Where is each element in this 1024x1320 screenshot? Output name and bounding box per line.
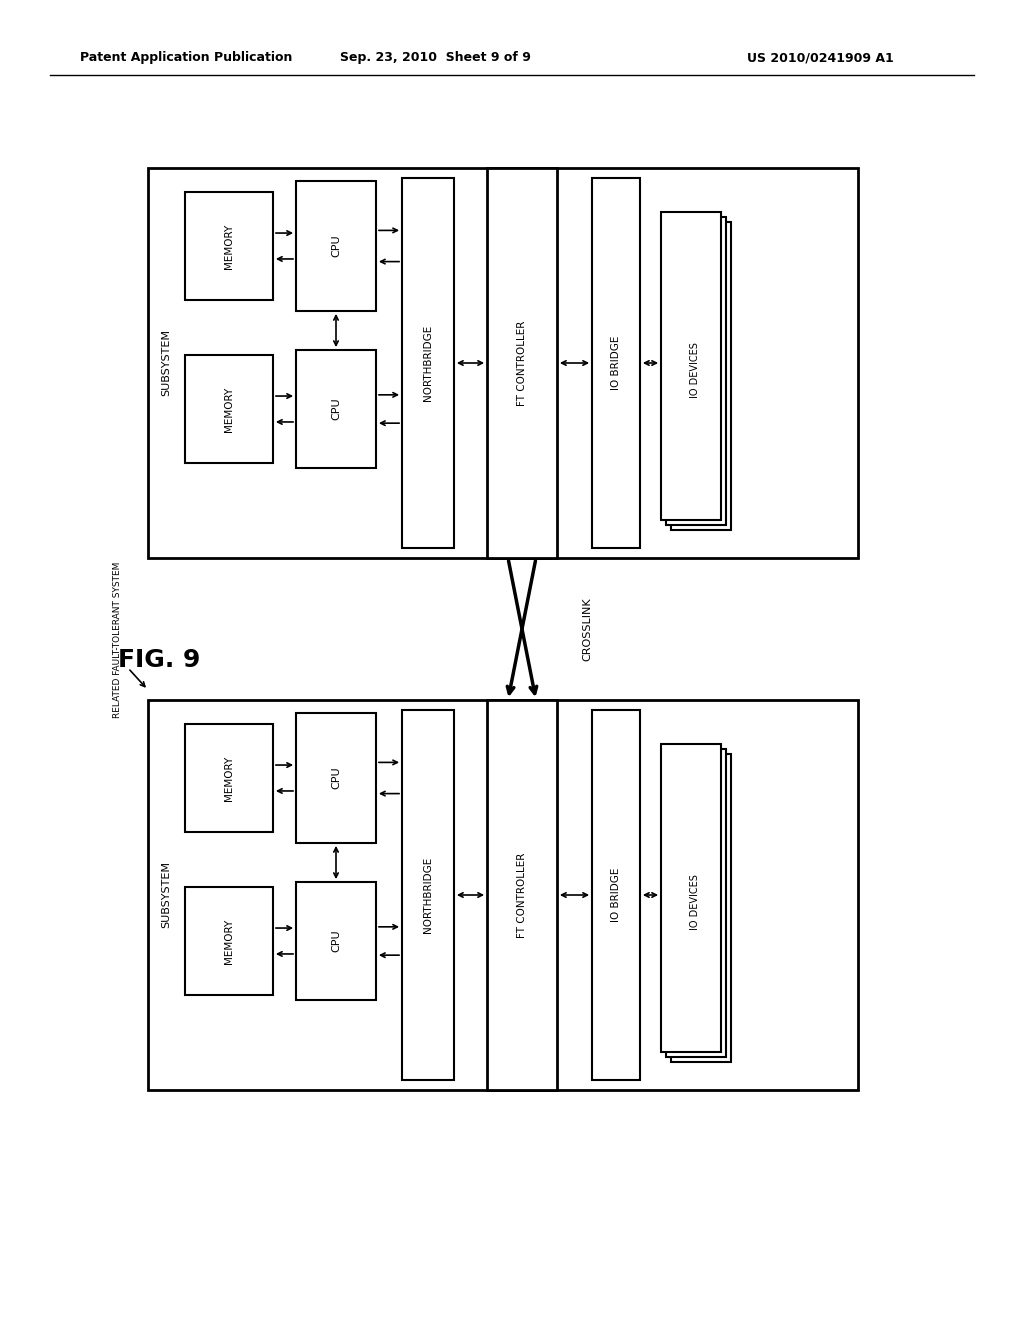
Bar [148,168,858,558]
Bar [666,216,726,525]
Text: Sep. 23, 2010  Sheet 9 of 9: Sep. 23, 2010 Sheet 9 of 9 [340,51,530,65]
Text: MEMORY: MEMORY [224,919,234,964]
Bar [296,713,376,843]
Text: FT CONTROLLER: FT CONTROLLER [517,853,527,937]
Bar [296,181,376,312]
Text: NORTHBRIDGE: NORTHBRIDGE [423,857,433,933]
Bar [592,178,640,548]
Text: CPU: CPU [331,235,341,257]
Bar [185,355,273,463]
Text: FIG. 9: FIG. 9 [118,648,201,672]
Bar [662,744,721,1052]
Bar [296,882,376,1001]
Text: NORTHBRIDGE: NORTHBRIDGE [423,325,433,401]
Bar [671,222,731,531]
Text: IO DEVICES: IO DEVICES [690,874,700,929]
Text: MEMORY: MEMORY [224,755,234,801]
Text: MEMORY: MEMORY [224,387,234,432]
Text: IO BRIDGE: IO BRIDGE [611,867,621,923]
Bar [185,723,273,832]
Text: SUBSYSTEM: SUBSYSTEM [161,862,171,928]
Text: CPU: CPU [331,397,341,420]
Bar [402,178,454,548]
Bar [592,710,640,1080]
Text: MEMORY: MEMORY [224,223,234,269]
Bar [487,168,557,558]
Bar [666,748,726,1057]
Text: US 2010/0241909 A1: US 2010/0241909 A1 [746,51,893,65]
Text: CPU: CPU [331,767,341,789]
Text: CROSSLINK: CROSSLINK [582,597,592,661]
Bar [148,700,858,1090]
Bar [185,887,273,995]
Text: IO DEVICES: IO DEVICES [690,342,700,397]
Text: Patent Application Publication: Patent Application Publication [80,51,293,65]
Bar [185,191,273,300]
Bar [487,700,557,1090]
Bar [402,710,454,1080]
Bar [296,350,376,469]
Text: SUBSYSTEM: SUBSYSTEM [161,330,171,396]
Text: FT CONTROLLER: FT CONTROLLER [517,321,527,405]
Bar [671,754,731,1063]
Bar [662,213,721,520]
Text: CPU: CPU [331,929,341,952]
Text: RELATED FAULT-TOLERANT SYSTEM: RELATED FAULT-TOLERANT SYSTEM [114,562,123,718]
Text: IO BRIDGE: IO BRIDGE [611,335,621,391]
